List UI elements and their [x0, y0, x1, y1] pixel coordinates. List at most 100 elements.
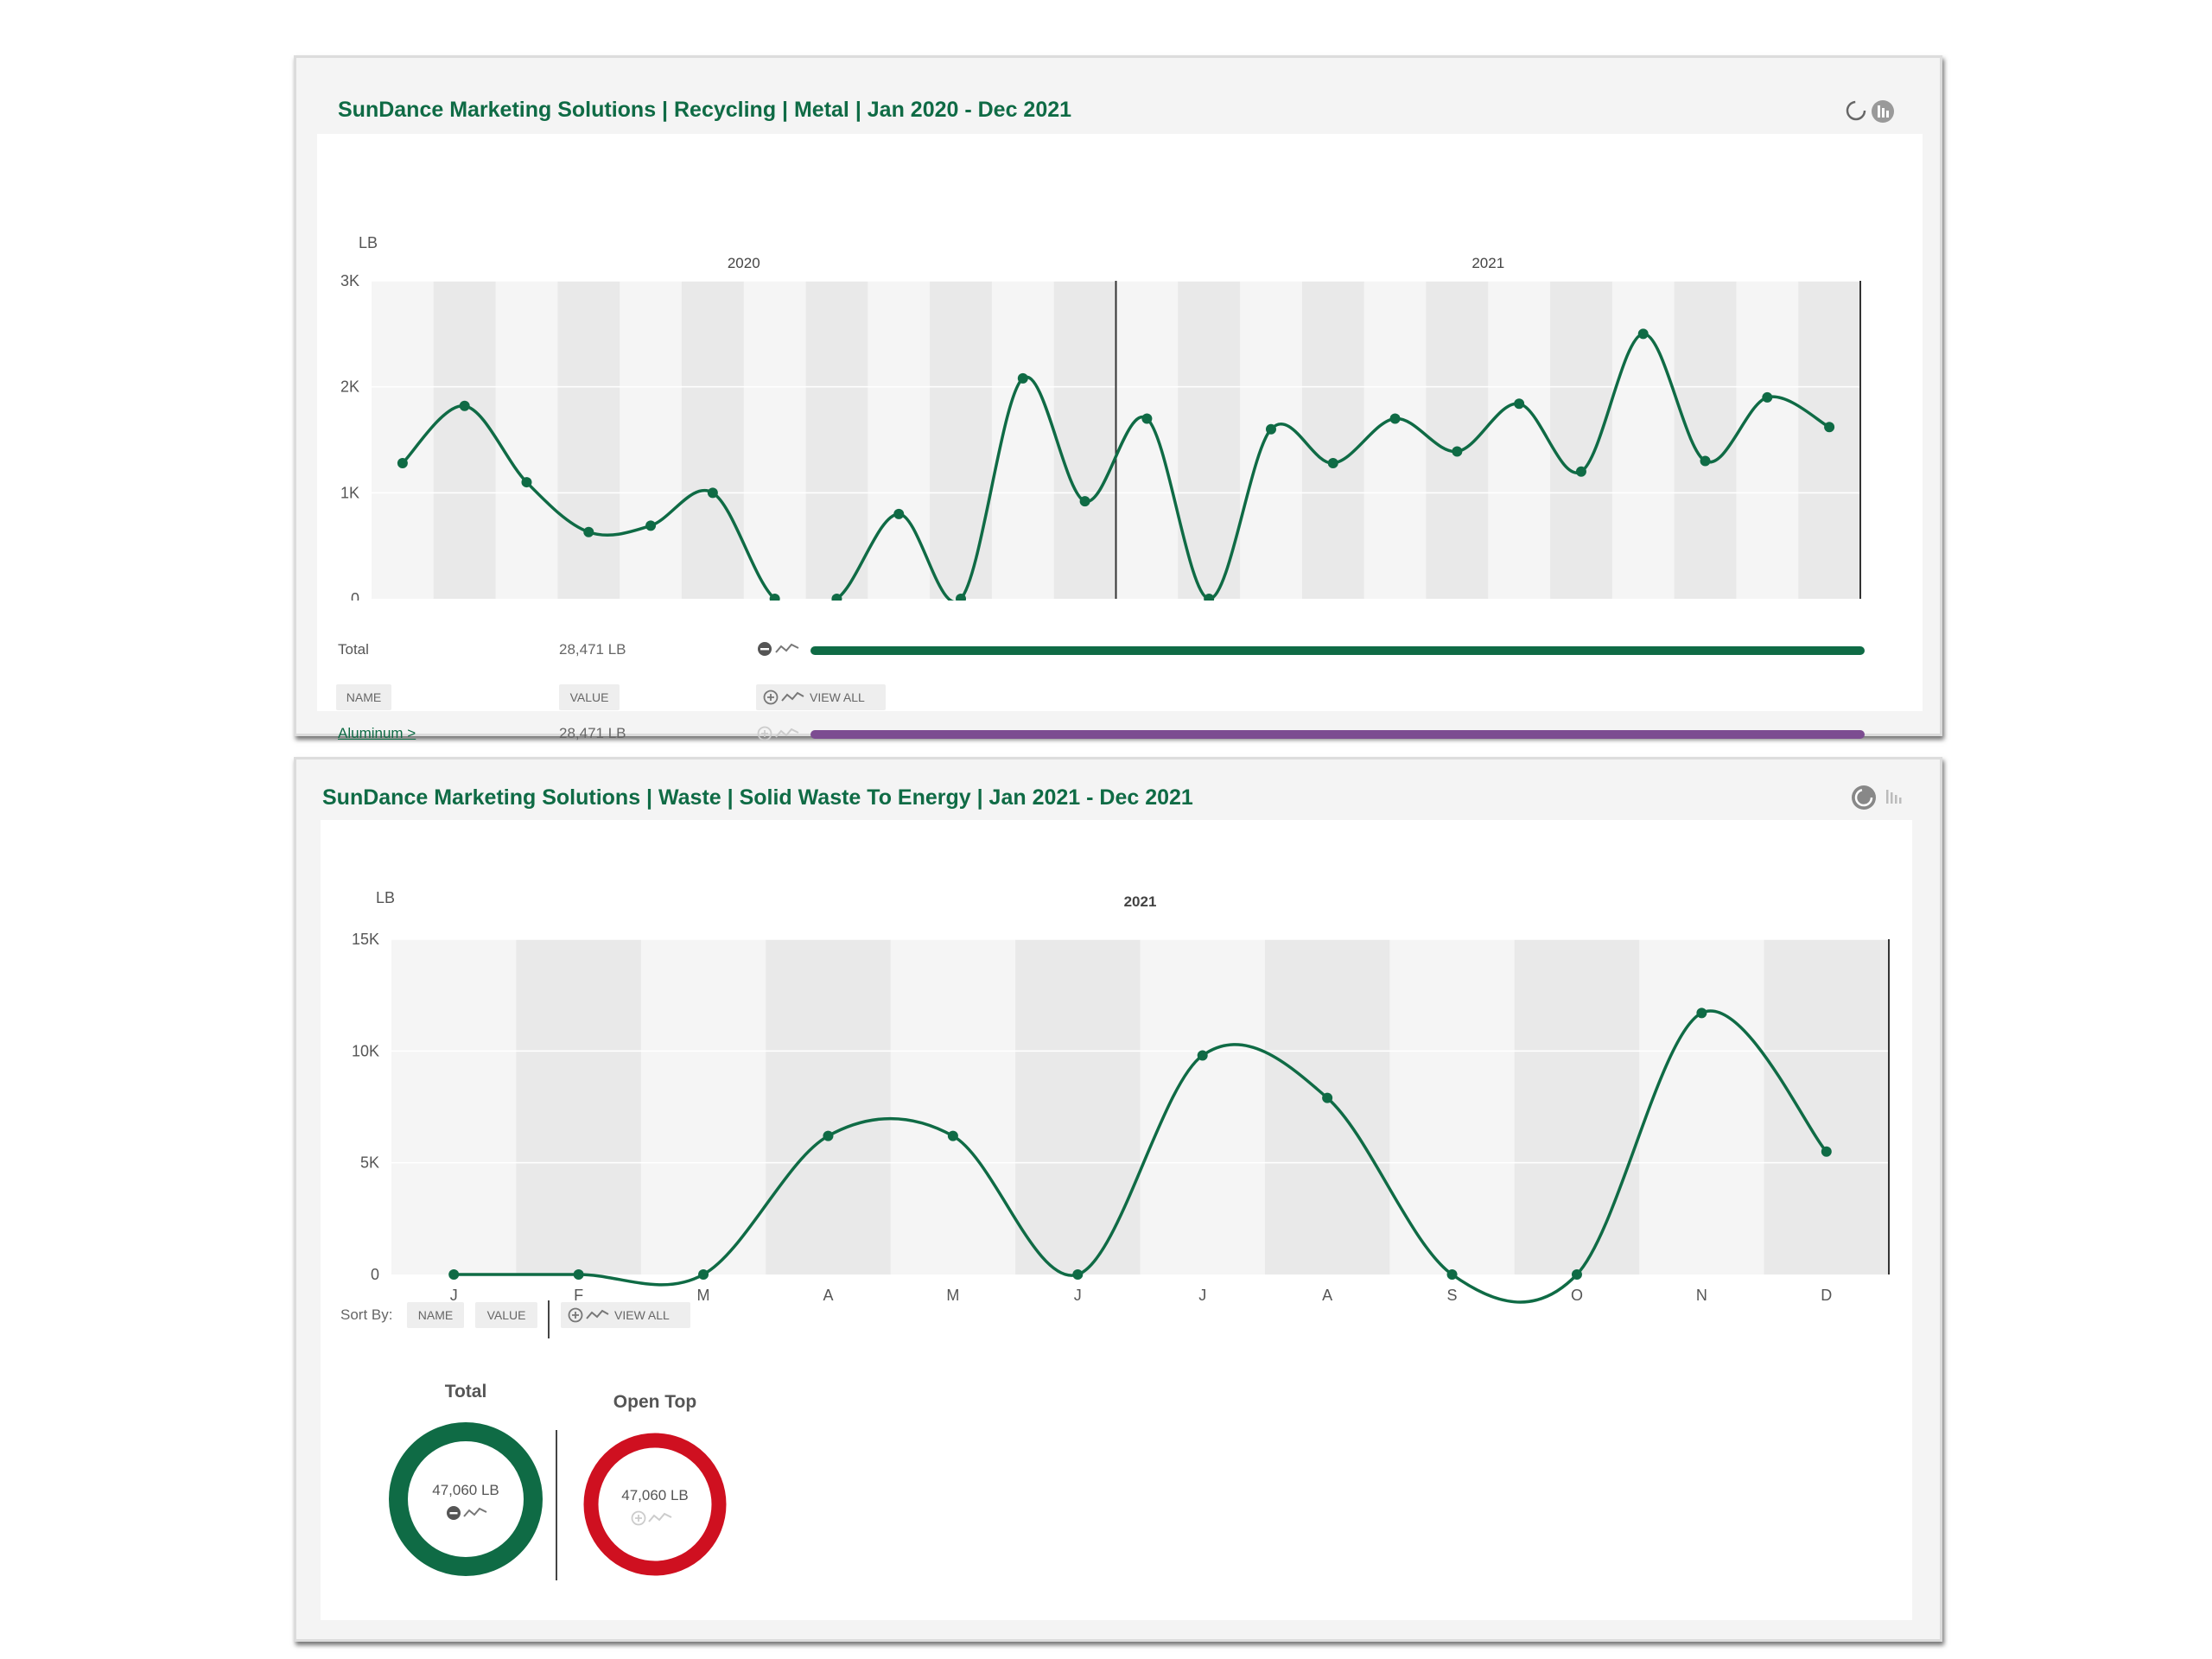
month-band — [1240, 281, 1303, 599]
data-point — [947, 1130, 958, 1141]
circle-refresh-icon[interactable] — [1845, 99, 1867, 122]
view-all-button[interactable]: VIEW ALL — [561, 1302, 690, 1328]
month-band — [868, 281, 931, 599]
data-point — [831, 594, 842, 601]
value-sort-chip[interactable]: VALUE — [475, 1302, 537, 1328]
y-tick-label: 0 — [371, 1266, 379, 1283]
chart-area: 01K2K3KLB20202021JFMAMJJASONDJFMAMJJASON… — [317, 134, 1923, 741]
waste-line-chart: 0 5K 10K 15K LB 2021 J F M A M J J A S O N D — [352, 889, 1890, 1304]
series-line — [454, 1009, 1828, 1304]
month-band — [1053, 281, 1116, 599]
month-band — [1301, 281, 1365, 599]
view-all-button[interactable]: VIEW ALL — [756, 684, 886, 710]
y-tick-label: 5K — [360, 1154, 379, 1172]
recycling-panel: SunDance Marketing Solutions | Recycling… — [294, 55, 1942, 741]
data-point — [1389, 413, 1401, 424]
data-point — [1821, 1146, 1832, 1157]
x-tick-label: A — [823, 1287, 833, 1304]
data-point — [1079, 496, 1090, 507]
year-label: 2021 — [1471, 255, 1504, 271]
data-point — [448, 1269, 460, 1280]
donut-divider — [556, 1430, 557, 1580]
data-point — [1017, 372, 1028, 384]
data-point — [1327, 457, 1338, 468]
data-point — [1696, 1007, 1707, 1019]
data-point — [1514, 398, 1525, 410]
data-point — [1322, 1092, 1333, 1103]
sort-by-label: Sort By: — [340, 1306, 393, 1323]
data-point — [645, 520, 657, 531]
data-point — [583, 526, 594, 537]
x-tick-label: J — [1198, 1287, 1206, 1304]
month-band — [557, 281, 620, 599]
view-all-label: VIEW ALL — [810, 690, 865, 704]
donut-open-top-value: 47,060 LB — [621, 1487, 689, 1503]
month-band — [1488, 281, 1551, 599]
month-band — [495, 281, 558, 599]
x-tick-label: S — [1447, 1287, 1458, 1304]
month-band — [1674, 281, 1737, 599]
chart-settings-icon[interactable] — [1871, 99, 1895, 124]
name-sort-chip[interactable]: NAME — [336, 684, 391, 710]
total-bar — [810, 646, 1865, 655]
donut-open-top-title: Open Top — [613, 1392, 697, 1412]
x-tick-label: D — [1821, 1287, 1832, 1304]
data-point — [1204, 594, 1215, 601]
chart-area: 0 5K 10K 15K LB 2021 J F M A M J J A S O N D Sort By: NAM… — [321, 820, 1912, 1620]
aluminum-bar — [810, 730, 1865, 739]
month-band — [1363, 281, 1427, 599]
collapse-trend-icon[interactable] — [756, 639, 803, 658]
recycling-line-chart: 01K2K3KLB20202021JFMAMJJASONDJFMAMJJASON… — [340, 234, 1861, 601]
data-point — [573, 1269, 584, 1280]
x-tick-label: O — [1571, 1287, 1583, 1304]
y-tick-label: 10K — [352, 1042, 379, 1059]
data-point — [1824, 422, 1835, 433]
data-point — [698, 1269, 709, 1280]
y-tick-label: 1K — [340, 484, 359, 501]
month-band — [743, 281, 807, 599]
data-point — [1575, 466, 1586, 477]
chart-settings-icon[interactable] — [1883, 785, 1905, 808]
value-sort-chip[interactable]: VALUE — [559, 684, 620, 710]
x-tick-label: A — [1322, 1287, 1332, 1304]
data-point — [1141, 413, 1153, 424]
data-point — [459, 400, 470, 411]
data-point — [707, 487, 718, 499]
y-axis-unit: LB — [376, 889, 395, 906]
collapse-trend-icon[interactable] — [446, 1504, 493, 1522]
data-point — [823, 1130, 834, 1141]
y-tick-label: 3K — [340, 272, 359, 289]
y-tick-label: 0 — [351, 590, 359, 601]
data-point — [956, 594, 967, 601]
month-band — [372, 281, 435, 599]
month-band — [640, 939, 766, 1274]
y-tick-label: 15K — [352, 931, 379, 948]
month-band — [1798, 281, 1861, 599]
month-band — [766, 939, 892, 1274]
aluminum-link[interactable]: Aluminum > — [338, 725, 416, 741]
month-band — [1736, 281, 1799, 599]
x-tick-label: J — [450, 1287, 458, 1304]
data-point — [1762, 391, 1773, 403]
data-point — [1072, 1269, 1084, 1280]
total-value: 28,471 LB — [559, 641, 626, 658]
circle-refresh-icon[interactable] — [1850, 784, 1878, 811]
data-point — [1637, 328, 1649, 340]
total-label: Total — [338, 641, 369, 658]
add-trend-icon[interactable] — [756, 724, 803, 743]
data-point — [1571, 1269, 1582, 1280]
open-top-donut[interactable] — [581, 1430, 729, 1579]
total-donut[interactable] — [386, 1420, 545, 1579]
month-band — [391, 939, 517, 1274]
panel-title: SunDance Marketing Solutions | Recycling… — [338, 98, 1072, 122]
add-trend-icon[interactable] — [631, 1510, 677, 1527]
data-point — [1446, 1269, 1458, 1280]
panel-title: SunDance Marketing Solutions | Waste | S… — [322, 785, 1193, 810]
donut-total-value: 47,060 LB — [432, 1482, 499, 1498]
x-tick-label: J — [1074, 1287, 1082, 1304]
month-band — [516, 939, 642, 1274]
name-sort-chip[interactable]: NAME — [407, 1302, 464, 1328]
month-band — [433, 281, 497, 599]
data-point — [1265, 423, 1276, 435]
series-line — [401, 332, 1830, 601]
